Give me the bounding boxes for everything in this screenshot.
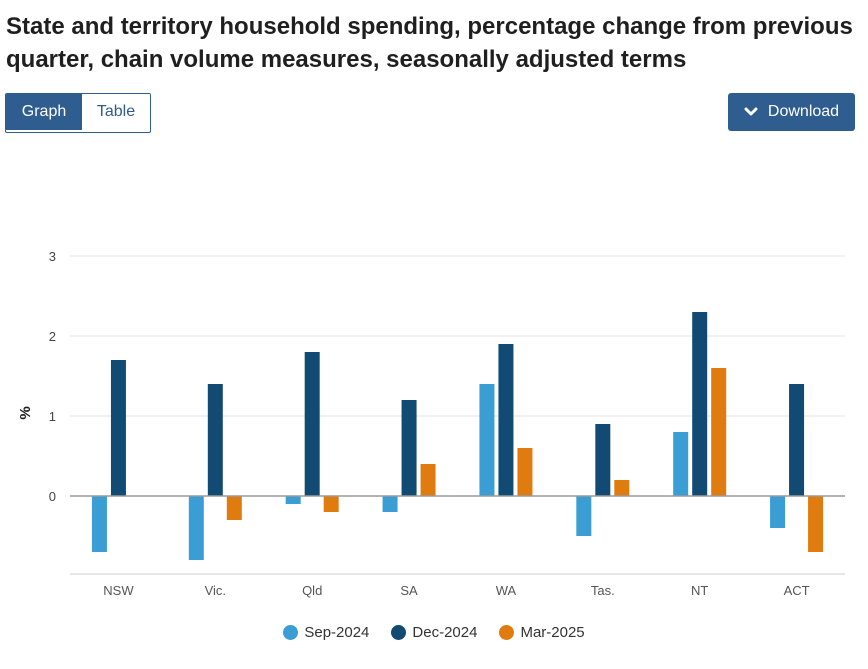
bar-sep-2024-nsw[interactable] xyxy=(91,496,107,552)
legend-label: Dec-2024 xyxy=(412,623,478,641)
bar-dec-2024-vic[interactable] xyxy=(207,384,223,496)
y-tick-label: 1 xyxy=(49,409,56,424)
bar-dec-2024-sa[interactable] xyxy=(401,400,417,496)
bar-mar-2025-nt[interactable] xyxy=(711,368,727,496)
bar-mar-2025-qld[interactable] xyxy=(323,496,339,512)
legend-label: Sep-2024 xyxy=(304,623,370,641)
bar-sep-2024-qld[interactable] xyxy=(285,496,301,504)
x-tick-label: Tas. xyxy=(591,583,615,598)
chevron-down-icon xyxy=(744,107,758,116)
bar-dec-2024-tas[interactable] xyxy=(595,424,611,496)
x-tick-label: NT xyxy=(691,583,708,598)
x-tick-label: Qld xyxy=(302,583,322,598)
bar-dec-2024-wa[interactable] xyxy=(498,344,514,496)
bar-sep-2024-wa[interactable] xyxy=(479,384,495,496)
bar-mar-2025-tas[interactable] xyxy=(614,480,630,496)
x-tick-label: NSW xyxy=(103,583,134,598)
chart-legend: Sep-2024 Dec-2024 Mar-2025 xyxy=(0,620,868,644)
x-tick-label: Vic. xyxy=(205,583,226,598)
download-button[interactable]: Download xyxy=(728,93,855,131)
y-axis-label: % xyxy=(17,406,34,419)
legend-item[interactable]: Dec-2024 xyxy=(391,620,477,644)
x-tick-label: WA xyxy=(496,583,517,598)
download-label: Download xyxy=(767,103,840,120)
legend-item[interactable]: Mar-2025 xyxy=(499,620,585,644)
y-tick-label: 2 xyxy=(49,329,56,344)
x-tick-label: SA xyxy=(400,583,418,598)
bar-sep-2024-tas[interactable] xyxy=(576,496,592,536)
legend-marker xyxy=(283,624,299,640)
table-tab[interactable]: Table xyxy=(82,94,150,130)
bar-sep-2024-vic[interactable] xyxy=(188,496,204,560)
x-tick-label: ACT xyxy=(784,583,810,598)
bar-dec-2024-nt[interactable] xyxy=(692,312,708,496)
bar-mar-2025-sa[interactable] xyxy=(420,464,436,496)
legend-marker xyxy=(391,624,407,640)
legend-item[interactable]: Sep-2024 xyxy=(283,620,369,644)
bar-dec-2024-nsw[interactable] xyxy=(110,360,126,496)
bar-mar-2025-wa[interactable] xyxy=(517,448,533,496)
bar-sep-2024-nt[interactable] xyxy=(673,432,689,496)
bar-sep-2024-sa[interactable] xyxy=(382,496,398,512)
y-tick-label: 3 xyxy=(49,249,56,264)
bar-sep-2024-act[interactable] xyxy=(770,496,786,528)
bar-dec-2024-act[interactable] xyxy=(789,384,805,496)
legend-marker xyxy=(499,624,515,640)
chart-title: State and territory household spending, … xyxy=(6,13,853,73)
bar-dec-2024-qld[interactable] xyxy=(304,352,320,496)
view-toggle: Graph Table xyxy=(5,93,151,133)
bar-mar-2025-act[interactable] xyxy=(808,496,824,552)
graph-tab[interactable]: Graph xyxy=(6,94,82,130)
bar-mar-2025-vic[interactable] xyxy=(226,496,242,520)
legend-label: Mar-2025 xyxy=(520,623,585,641)
y-tick-label: 0 xyxy=(49,489,56,504)
bar-chart: % 0 1 2 3 NSW Vic. Qld SA WA Tas. NT ACT xyxy=(17,249,845,598)
